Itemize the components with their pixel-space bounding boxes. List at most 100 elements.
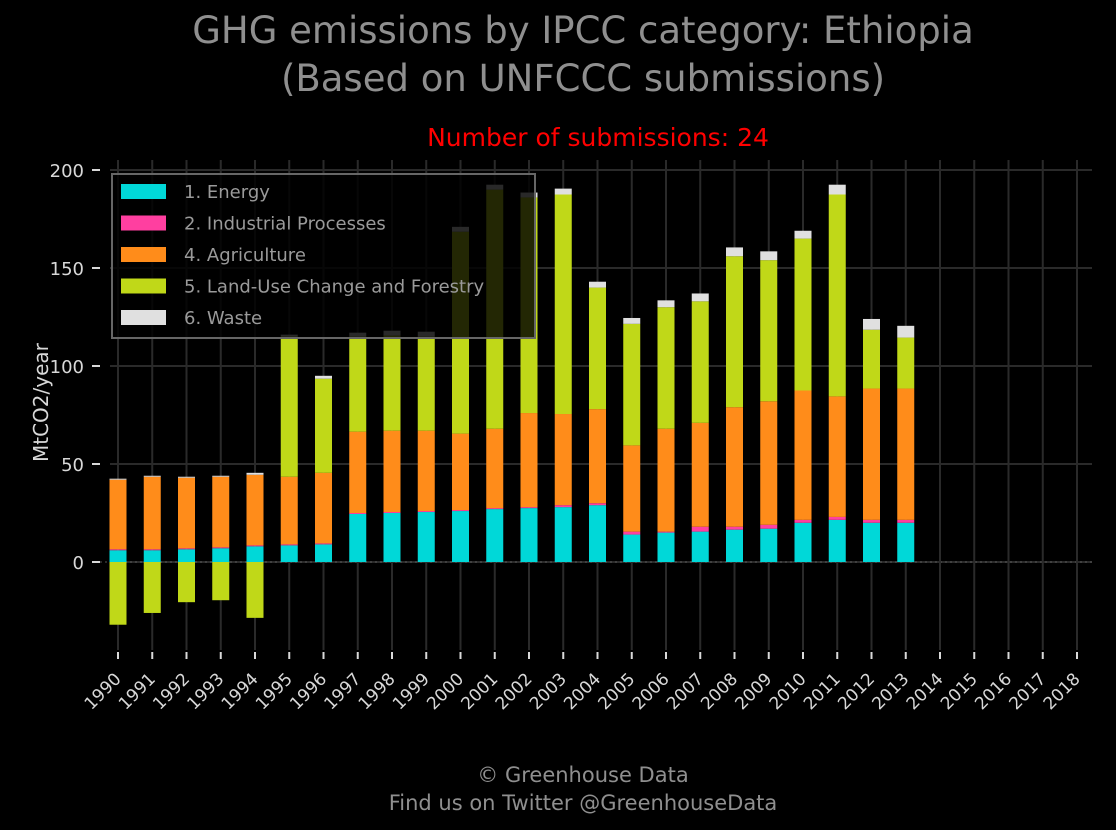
bar-2002--industrial-processes: [520, 507, 538, 509]
bar-1997--industrial-processes: [349, 513, 367, 514]
bar-1993--agriculture: [212, 476, 230, 548]
bar-2004--industrial-processes: [589, 503, 606, 506]
bar-1993--industrial-processes: [212, 547, 230, 549]
legend-swatch: [121, 247, 166, 262]
x-tick-label: 2018: [1040, 669, 1085, 714]
bar-1992--agriculture: [178, 477, 195, 549]
bar-2008--waste: [726, 247, 743, 257]
legend: 1. Energy 2. Industrial Processes 4. Agric…: [111, 173, 536, 339]
x-tick-label: 2014: [903, 669, 948, 714]
bar-2006--industrial-processes: [657, 531, 675, 533]
bar-2012--agriculture: [863, 388, 880, 520]
legend-box: [111, 173, 536, 339]
bar-2003--waste: [554, 188, 572, 195]
bar-2003--agriculture: [554, 414, 572, 506]
bar-1990--energy: [109, 550, 127, 562]
bar-2012--land-use-change-and-forestry: [863, 329, 880, 389]
bar-1993--energy: [212, 548, 230, 562]
bar-1999--agriculture: [417, 430, 435, 512]
y-tick-label: 0: [73, 553, 84, 574]
y-tick-label: 50: [61, 455, 84, 476]
bar-1994--industrial-processes: [246, 545, 264, 547]
bar-1998--energy: [383, 513, 401, 562]
bar-2000--energy: [452, 511, 469, 562]
bar-1995--land-use-change-and-forestry: [280, 336, 298, 477]
bar-1997--energy: [349, 513, 367, 562]
x-tick-label: 1993: [184, 669, 229, 714]
bar-1991--industrial-processes: [143, 549, 161, 551]
x-tick-label: 2015: [937, 669, 982, 714]
bar-2008--industrial-processes: [726, 526, 743, 530]
chart-title-line2: (Based on UNFCCC submissions): [280, 57, 886, 100]
x-tick-label: 2008: [697, 669, 742, 714]
chart-title-line1: GHG emissions by IPCC category: Ethiopia: [192, 9, 974, 52]
x-axis-ticks: 1990199119921993199419951996199719981999…: [81, 652, 1085, 714]
bar-2013--energy: [897, 522, 915, 562]
bar-2005--land-use-change-and-forestry: [623, 323, 641, 446]
bar-2000--industrial-processes: [452, 510, 469, 512]
bar-2008--agriculture: [726, 407, 743, 527]
bar-1991--agriculture: [143, 476, 161, 550]
bar-1995--energy: [280, 545, 298, 562]
bar-1997--agriculture: [349, 431, 367, 513]
bar-2011--industrial-processes: [828, 516, 846, 520]
bar-1991--energy: [143, 550, 161, 562]
bar-2005--agriculture: [623, 445, 641, 532]
x-tick-label: 2002: [492, 669, 537, 714]
x-tick-label: 2000: [423, 669, 468, 714]
bar-1998--industrial-processes: [383, 512, 401, 513]
bar-1990--land-use-change-and-forestry: [109, 562, 127, 625]
bar-2004--land-use-change-and-forestry: [589, 287, 606, 410]
bar-2012--waste: [863, 318, 880, 330]
bar-1997--land-use-change-and-forestry: [349, 336, 367, 432]
bar-1999--land-use-change-and-forestry: [417, 336, 435, 431]
bar-2012--industrial-processes: [863, 519, 880, 523]
footer-twitter: Find us on Twitter @GreenhouseData: [388, 791, 778, 815]
bar-2002--energy: [520, 508, 538, 562]
bar-2011--waste: [828, 184, 846, 195]
bar-2001--agriculture: [486, 428, 504, 509]
x-tick-label: 1996: [286, 669, 331, 714]
x-tick-label: 1992: [149, 669, 194, 714]
submissions-count: Number of submissions: 24: [427, 123, 769, 152]
bar-2004--waste: [589, 281, 606, 288]
bar-2009--energy: [760, 528, 778, 562]
bar-1995--agriculture: [280, 476, 298, 545]
bar-2010--agriculture: [794, 390, 812, 520]
legend-swatch: [121, 310, 166, 325]
bar-1992--land-use-change-and-forestry: [178, 562, 195, 603]
bar-2010--industrial-processes: [794, 519, 812, 523]
bar-2011--land-use-change-and-forestry: [828, 194, 846, 397]
bar-1994--agriculture: [246, 474, 264, 546]
x-tick-label: 2009: [732, 669, 777, 714]
bar-2002--agriculture: [520, 413, 538, 508]
bar-2007--energy: [691, 531, 709, 562]
bar-1994--energy: [246, 546, 264, 562]
x-tick-label: 1998: [355, 669, 400, 714]
bar-1996--industrial-processes: [315, 543, 332, 545]
bar-2006--waste: [657, 300, 675, 308]
bar-2009--agriculture: [760, 401, 778, 525]
x-tick-label: 2007: [663, 669, 708, 714]
bar-1993--land-use-change-and-forestry: [212, 562, 230, 601]
x-tick-label: 1991: [115, 669, 160, 714]
legend-label: 6. Waste: [184, 308, 262, 329]
bar-2006--energy: [657, 532, 675, 562]
y-tick-label: 100: [50, 357, 84, 378]
x-tick-label: 2006: [629, 669, 674, 714]
legend-label: 4. Agriculture: [184, 245, 306, 266]
bar-1990--waste: [109, 478, 127, 480]
bar-1999--industrial-processes: [417, 511, 435, 513]
legend-label: 2. Industrial Processes: [184, 214, 386, 235]
bar-2007--waste: [691, 293, 709, 302]
legend-label: 1. Energy: [184, 182, 270, 203]
bar-2013--waste: [897, 325, 915, 338]
bar-2008--land-use-change-and-forestry: [726, 256, 743, 408]
bar-1995--industrial-processes: [280, 544, 298, 546]
bar-2010--energy: [794, 522, 812, 562]
y-axis-ticks: 0 50 100 150 200: [50, 161, 100, 574]
bar-2011--agriculture: [828, 396, 846, 517]
bar-1991--waste: [143, 475, 161, 477]
y-tick-label: 150: [50, 259, 84, 280]
